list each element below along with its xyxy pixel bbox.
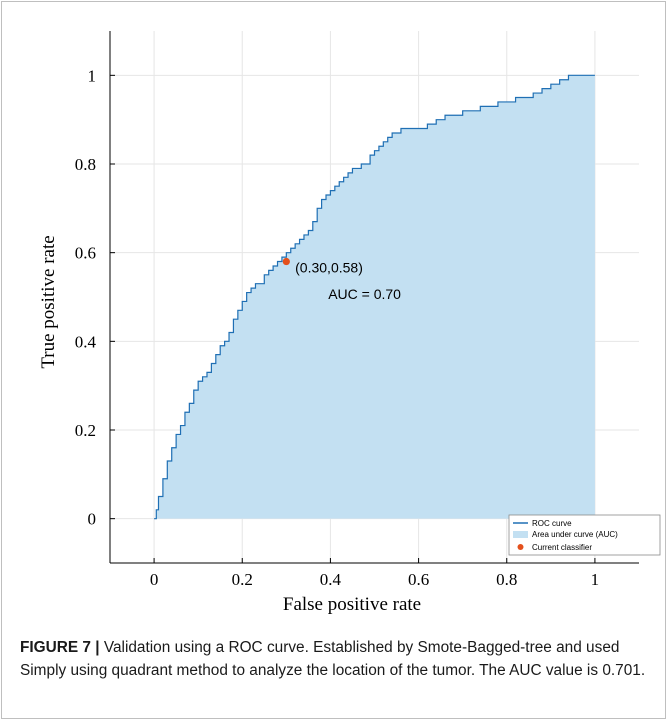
- figure-caption: FIGURE 7 | Validation using a ROC curve.…: [20, 636, 650, 682]
- legend-classifier-swatch: [517, 544, 524, 550]
- x-tick-label: 0.2: [232, 570, 253, 589]
- y-axis-label: True positive rate: [38, 235, 59, 368]
- y-tick-label: 1: [88, 66, 97, 85]
- legend-auc-swatch: [513, 531, 528, 538]
- auc-annotation: AUC = 0.70: [328, 286, 401, 302]
- classifier-coordinate-annotation: (0.30,0.58): [295, 260, 363, 276]
- x-tick-labels: 0 0.2 0.4 0.6 0.8 1: [150, 570, 599, 589]
- roc-curve-line: [154, 74, 595, 520]
- legend-classifier-label: Current classifier: [532, 543, 592, 552]
- classifier-points: [282, 257, 290, 266]
- legend-box: [508, 514, 661, 556]
- y-tick-label: 0.8: [75, 155, 96, 174]
- axes: [109, 31, 639, 564]
- x-tick-label: 0.8: [496, 570, 517, 589]
- caption-text: Validation using a ROC curve. Establishe…: [20, 639, 646, 679]
- x-tick-label: 0.6: [408, 570, 429, 589]
- legend-roc-label: ROC curve: [532, 519, 572, 528]
- x-tick-label: 0.4: [320, 570, 342, 589]
- y-tick-label: 0.6: [75, 244, 96, 263]
- roc-chart: 0 0.2 0.4 0.6 0.8 1 0 0.2 0.4 0.6 0.8 1 (0.30,0.58…: [38, 31, 661, 615]
- x-axis-label: False positive rate: [283, 594, 421, 615]
- caption-label: FIGURE 7 |: [20, 639, 100, 656]
- auc-area: [154, 75, 595, 519]
- current-classifier-point: [282, 257, 290, 266]
- x-tick-label: 0: [150, 570, 159, 589]
- y-tick-label: 0.2: [75, 421, 96, 440]
- legend: ROC curve Area under curve (AUC) Current…: [508, 514, 661, 556]
- annotations: (0.30,0.58) AUC = 0.70: [295, 260, 401, 303]
- y-tick-label: 0: [88, 510, 97, 529]
- legend-auc-label: Area under curve (AUC): [532, 530, 618, 539]
- y-tick-label: 0.4: [75, 332, 97, 351]
- x-tick-label: 1: [591, 570, 600, 589]
- y-tick-labels: 0 0.2 0.4 0.6 0.8 1: [75, 66, 97, 528]
